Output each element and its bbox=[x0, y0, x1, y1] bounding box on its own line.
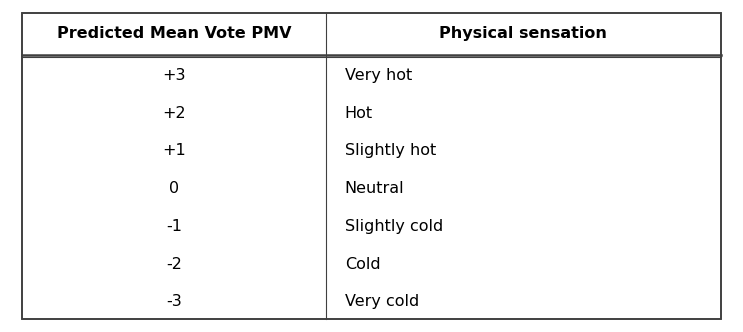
Text: +1: +1 bbox=[162, 143, 186, 158]
Text: Very hot: Very hot bbox=[345, 68, 412, 83]
Text: Very cold: Very cold bbox=[345, 294, 419, 309]
Text: Slightly hot: Slightly hot bbox=[345, 143, 436, 158]
Text: -3: -3 bbox=[166, 294, 182, 309]
Text: +3: +3 bbox=[163, 68, 186, 83]
Text: Neutral: Neutral bbox=[345, 181, 404, 196]
Text: -2: -2 bbox=[166, 257, 182, 272]
Text: Cold: Cold bbox=[345, 257, 380, 272]
Text: Hot: Hot bbox=[345, 106, 373, 121]
Text: 0: 0 bbox=[169, 181, 179, 196]
Text: -1: -1 bbox=[166, 219, 182, 234]
Text: +2: +2 bbox=[163, 106, 186, 121]
Text: Physical sensation: Physical sensation bbox=[439, 27, 607, 42]
Text: Slightly cold: Slightly cold bbox=[345, 219, 443, 234]
Text: Predicted Mean Vote PMV: Predicted Mean Vote PMV bbox=[57, 27, 291, 42]
